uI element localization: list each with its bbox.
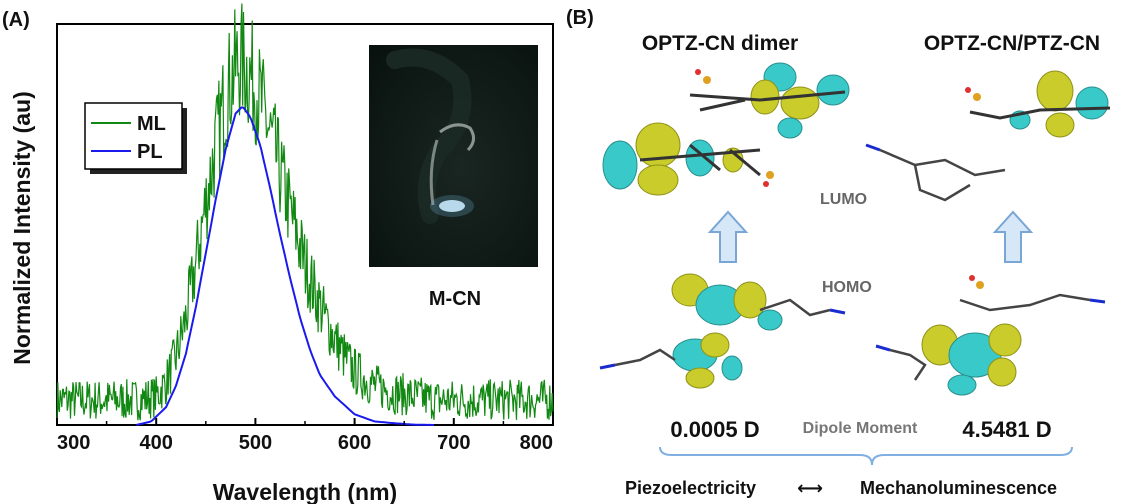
x-tick-label: 800 [520, 432, 553, 454]
molecule-bonds [959, 293, 1091, 312]
dipole-value-mixed: 4.5481 D [962, 417, 1051, 442]
atom-oxygen [695, 69, 701, 75]
molecule-bonds [889, 348, 927, 381]
atom-oxygen [965, 87, 971, 93]
orbital-lobe [1036, 70, 1074, 112]
homo-mixed-structure [875, 275, 1106, 396]
inset-fiber-top [439, 123, 475, 152]
x-axis-ticks: 300 400 500 600 700 800 [56, 418, 554, 454]
molecule-bonds [759, 298, 831, 317]
homo-label: HOMO [822, 279, 872, 296]
mechanoluminescence-label: Mechanoluminescence [860, 478, 1057, 498]
x-tick-label: 300 [57, 432, 90, 454]
atom-sulfur [973, 93, 981, 101]
atom-sulfur [976, 281, 984, 289]
bracket-connector [659, 446, 1073, 466]
piezoelectricity-label: Piezoelectricity [625, 478, 756, 498]
inset-fiber-strand [429, 139, 439, 206]
orbital-lobe [988, 323, 1022, 357]
orbital-lobe [602, 140, 638, 190]
legend-box [84, 102, 183, 170]
orbital-lobe [816, 74, 850, 106]
inset-shadow-shape [386, 48, 472, 224]
atom-sulfur [703, 76, 711, 84]
molecule-bonds [689, 90, 846, 112]
orbital-lobe [777, 117, 803, 139]
panel-a: (A) 300 400 500 600 700 800 Wavelength (nm) N… [2, 3, 554, 504]
orbital-lobe [685, 367, 715, 389]
orbital-lobe [947, 374, 977, 396]
title-optz-cn-dimer: OPTZ-CN dimer [642, 32, 798, 55]
orbital-lobe [721, 355, 743, 381]
lumo-dimer-structure [602, 62, 850, 196]
atom-sulfur [766, 171, 774, 179]
x-tick-label: 500 [239, 432, 272, 454]
molecule-bonds [969, 106, 1111, 120]
arrow-up-icon [992, 210, 1034, 263]
cyano-group [865, 143, 881, 152]
orbital-lobe [637, 164, 679, 196]
x-tick-label: 400 [140, 432, 173, 454]
orbital-lobe [780, 86, 820, 120]
orbital-lobe [757, 309, 783, 331]
panel-b-label: (B) [566, 7, 594, 29]
molecule-bonds [614, 348, 676, 367]
series-pl-line [136, 106, 434, 426]
x-tick-label: 600 [338, 432, 371, 454]
dipole-moment-label: Dipole Moment [803, 420, 918, 437]
atom-oxygen [763, 181, 769, 187]
homo-dimer-structure [599, 273, 846, 389]
inset-label: M-CN [429, 288, 481, 310]
orbital-lobe [733, 281, 767, 319]
orbital-lobe [987, 357, 1017, 387]
lumo-label: LUMO [820, 191, 867, 208]
lumo-mixed-structure [865, 70, 1111, 202]
orbital-lobe [1075, 86, 1109, 120]
molecule-bonds [639, 143, 761, 177]
y-axis-title: Normalized Intensity (au) [9, 91, 35, 364]
panel-b: (B) OPTZ-CN dimer OPTZ-CN/PTZ-CN [566, 7, 1111, 498]
series-ml-line [56, 3, 554, 421]
cyano-group [829, 308, 846, 315]
inset-glow-spot [439, 200, 465, 212]
cyano-group [599, 363, 616, 370]
atom-oxygen [969, 275, 975, 281]
legend: ML PL [84, 102, 187, 174]
panel-a-label: (A) [2, 9, 30, 31]
inset-glow-halo [430, 195, 474, 217]
legend-label-ml: ML [137, 113, 166, 135]
orbital-lobe [750, 79, 780, 115]
cyano-group [875, 344, 891, 352]
title-optz-cn-ptz-cn: OPTZ-CN/PTZ-CN [924, 32, 1100, 55]
x-tick-label: 700 [437, 432, 470, 454]
double-arrow-icon: ⟷ [797, 478, 823, 498]
cyano-group [1089, 298, 1106, 304]
x-axis-title: Wavelength (nm) [213, 479, 397, 504]
series-layer [56, 3, 554, 426]
orbital-lobe [1045, 112, 1075, 138]
legend-label-pl: PL [137, 141, 163, 163]
arrow-up-icon [707, 210, 749, 263]
molecule-bonds [879, 148, 1006, 202]
orbital-lobe [700, 332, 730, 358]
dipole-value-dimer: 0.0005 D [670, 417, 759, 442]
inset-photo [369, 45, 538, 267]
